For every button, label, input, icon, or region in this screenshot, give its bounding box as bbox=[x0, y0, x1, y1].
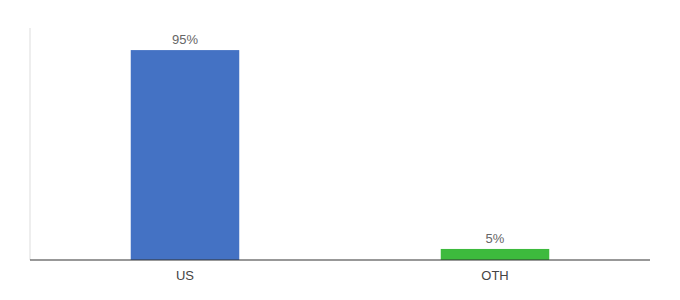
data-label: 95% bbox=[172, 32, 198, 47]
x-axis-line bbox=[30, 259, 650, 260]
bar bbox=[441, 249, 550, 260]
bars bbox=[131, 50, 550, 260]
chart-container: US OTH 95% 5% bbox=[0, 0, 680, 300]
x-tick-label: US bbox=[176, 268, 194, 283]
x-tick-label: OTH bbox=[481, 268, 508, 283]
bar bbox=[131, 50, 240, 260]
y-axis-line bbox=[30, 28, 31, 260]
plot-area: US OTH 95% 5% bbox=[30, 28, 650, 283]
data-label: 5% bbox=[486, 231, 505, 246]
chart-svg: US OTH 95% 5% bbox=[0, 0, 680, 300]
